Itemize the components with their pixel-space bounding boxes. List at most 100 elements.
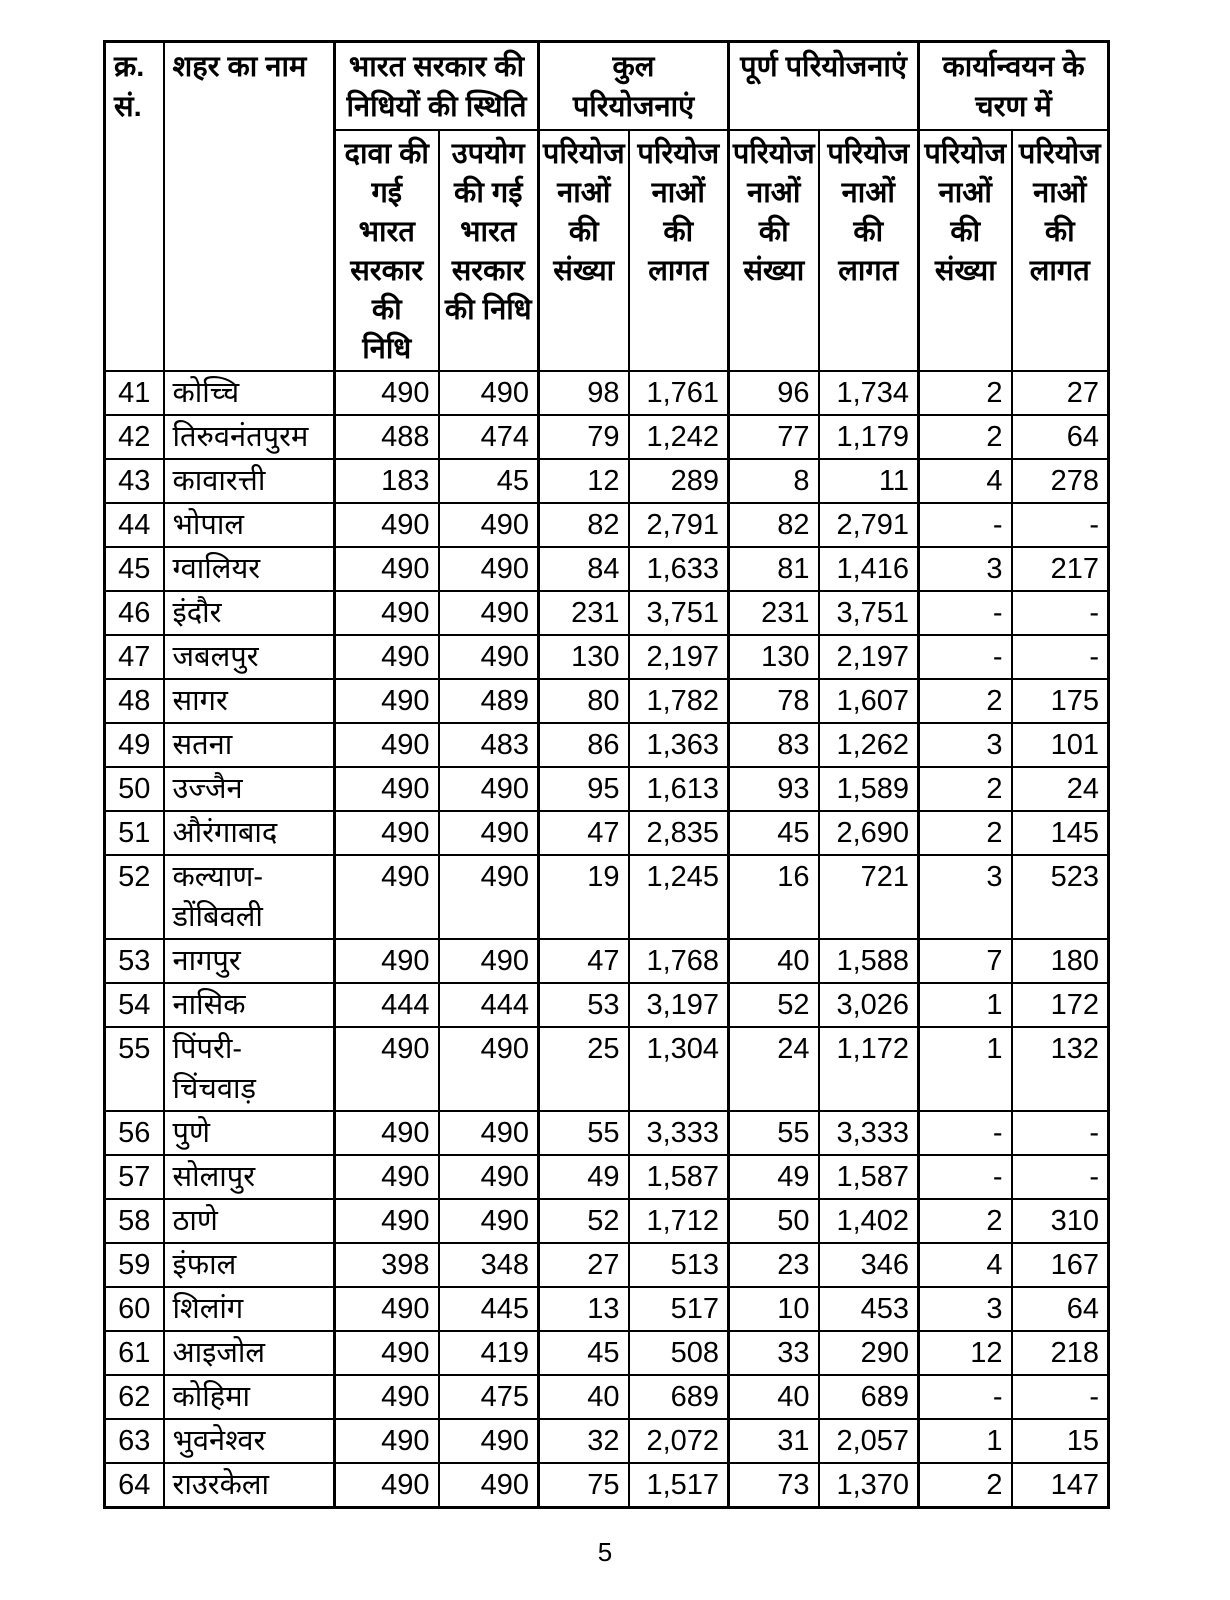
implementation-projects-count-cell: 4 <box>917 457 1013 504</box>
city-name-cell: ग्वालियर <box>162 545 336 592</box>
claimed-fund-cell: 490 <box>333 765 440 812</box>
implementation-projects-count-cell: 2 <box>917 677 1013 724</box>
total-projects-count-cell: 19 <box>537 853 630 940</box>
utilized-fund-cell: 474 <box>437 413 540 460</box>
utilized-fund-cell: 490 <box>437 1461 540 1508</box>
total-projects-count-cell: 25 <box>537 1025 630 1112</box>
serial-number-cell: 58 <box>103 1197 165 1244</box>
implementation-projects-count-cell: - <box>917 1153 1013 1200</box>
total-projects-count-cell: 27 <box>537 1241 630 1288</box>
implementation-projects-cost-cell: 101 <box>1010 721 1110 768</box>
serial-number-cell: 45 <box>103 545 165 592</box>
total-projects-cost-cell: 2,835 <box>627 809 730 856</box>
total-projects-count-cell: 12 <box>537 457 630 504</box>
implementation-projects-cost-cell: 523 <box>1010 853 1110 940</box>
total-projects-cost-cell: 2,197 <box>627 633 730 680</box>
claimed-fund-cell: 490 <box>333 1153 440 1200</box>
serial-number-cell: 62 <box>103 1373 165 1420</box>
city-name-cell: इंदौर <box>162 589 336 636</box>
serial-number-cell: 52 <box>103 853 165 940</box>
serial-number-cell: 59 <box>103 1241 165 1288</box>
claimed-fund-cell: 490 <box>333 1461 440 1508</box>
city-name-cell: आइजोल <box>162 1329 336 1376</box>
serial-number-cell: 49 <box>103 721 165 768</box>
completed-projects-cost-cell: 290 <box>817 1329 920 1376</box>
total-projects-cost-cell: 1,363 <box>627 721 730 768</box>
total-projects-count-cell: 53 <box>537 981 630 1028</box>
claimed-fund-cell: 490 <box>333 633 440 680</box>
serial-number-cell: 60 <box>103 1285 165 1332</box>
claimed-fund-cell: 490 <box>333 589 440 636</box>
claimed-fund-cell: 490 <box>333 545 440 592</box>
implementation-projects-cost-cell: 180 <box>1010 937 1110 984</box>
table-row: 43 कावारत्ती 183 45 12 289 8 11 4 278 <box>103 457 1110 504</box>
serial-number-cell: 51 <box>103 809 165 856</box>
header-implementation-projects-cost: परियोज नाओं की लागत <box>1010 128 1110 372</box>
table-header: क्र. सं. शहर का नाम भारत सरकार की निधियो… <box>103 40 1110 372</box>
header-city-name: शहर का नाम <box>162 40 336 372</box>
city-name-cell: कोच्चि <box>162 369 336 416</box>
claimed-fund-cell: 490 <box>333 1025 440 1112</box>
completed-projects-cost-cell: 1,734 <box>817 369 920 416</box>
claimed-fund-cell: 488 <box>333 413 440 460</box>
total-projects-cost-cell: 289 <box>627 457 730 504</box>
completed-projects-count-cell: 83 <box>727 721 820 768</box>
implementation-projects-count-cell: 1 <box>917 1417 1013 1464</box>
table-row: 61 आइजोल 490 419 45 508 33 290 12 218 <box>103 1329 1110 1376</box>
implementation-projects-cost-cell: 27 <box>1010 369 1110 416</box>
total-projects-cost-cell: 1,761 <box>627 369 730 416</box>
completed-projects-cost-cell: 1,262 <box>817 721 920 768</box>
implementation-projects-count-cell: 3 <box>917 853 1013 940</box>
serial-number-cell: 53 <box>103 937 165 984</box>
total-projects-cost-cell: 1,768 <box>627 937 730 984</box>
table-row: 49 सतना 490 483 86 1,363 83 1,262 3 101 <box>103 721 1110 768</box>
implementation-projects-count-cell: 2 <box>917 1197 1013 1244</box>
completed-projects-count-cell: 130 <box>727 633 820 680</box>
serial-number-cell: 63 <box>103 1417 165 1464</box>
table-row: 60 शिलांग 490 445 13 517 10 453 3 64 <box>103 1285 1110 1332</box>
city-name-cell: सतना <box>162 721 336 768</box>
implementation-projects-cost-cell: - <box>1010 589 1110 636</box>
serial-number-cell: 55 <box>103 1025 165 1112</box>
utilized-fund-cell: 490 <box>437 937 540 984</box>
completed-projects-count-cell: 50 <box>727 1197 820 1244</box>
total-projects-cost-cell: 1,242 <box>627 413 730 460</box>
claimed-fund-cell: 490 <box>333 1197 440 1244</box>
table-row: 54 नासिक 444 444 53 3,197 52 3,026 1 172 <box>103 981 1110 1028</box>
utilized-fund-cell: 490 <box>437 545 540 592</box>
total-projects-count-cell: 84 <box>537 545 630 592</box>
utilized-fund-cell: 475 <box>437 1373 540 1420</box>
claimed-fund-cell: 490 <box>333 1109 440 1156</box>
total-projects-cost-cell: 1,304 <box>627 1025 730 1112</box>
claimed-fund-cell: 490 <box>333 677 440 724</box>
table-row: 62 कोहिमा 490 475 40 689 40 689- - <box>103 1373 1110 1420</box>
claimed-fund-cell: 490 <box>333 501 440 548</box>
total-projects-count-cell: 45 <box>537 1329 630 1376</box>
completed-projects-count-cell: 8 <box>727 457 820 504</box>
table-row: 45 ग्वालियर 490 490 84 1,633 81 1,416 3 217 <box>103 545 1110 592</box>
implementation-projects-cost-cell: - <box>1010 633 1110 680</box>
utilized-fund-cell: 490 <box>437 1197 540 1244</box>
total-projects-count-cell: 55 <box>537 1109 630 1156</box>
implementation-projects-count-cell: - <box>917 633 1013 680</box>
table-row: 64 राउरकेला 490 490 75 1,517 73 1,370 2 147 <box>103 1461 1110 1508</box>
total-projects-count-cell: 130 <box>537 633 630 680</box>
header-group-row: क्र. सं. शहर का नाम भारत सरकार की निधियो… <box>103 40 1110 372</box>
city-name-cell: कल्याण- डोंबिवली <box>162 853 336 940</box>
completed-projects-count-cell: 73 <box>727 1461 820 1508</box>
total-projects-cost-cell: 1,782 <box>627 677 730 724</box>
utilized-fund-cell: 490 <box>437 501 540 548</box>
completed-projects-cost-cell: 2,057 <box>817 1417 920 1464</box>
claimed-fund-cell: 490 <box>333 1417 440 1464</box>
total-projects-cost-cell: 1,245 <box>627 853 730 940</box>
completed-projects-count-cell: 45 <box>727 809 820 856</box>
completed-projects-cost-cell: 3,333 <box>817 1109 920 1156</box>
serial-number-cell: 46 <box>103 589 165 636</box>
total-projects-count-cell: 80 <box>537 677 630 724</box>
serial-number-cell: 56 <box>103 1109 165 1156</box>
city-name-cell: भुवनेश्वर <box>162 1417 336 1464</box>
header-serial-number: क्र. सं. <box>103 40 165 372</box>
claimed-fund-cell: 490 <box>333 809 440 856</box>
serial-number-cell: 47 <box>103 633 165 680</box>
city-name-cell: उज्जैन <box>162 765 336 812</box>
